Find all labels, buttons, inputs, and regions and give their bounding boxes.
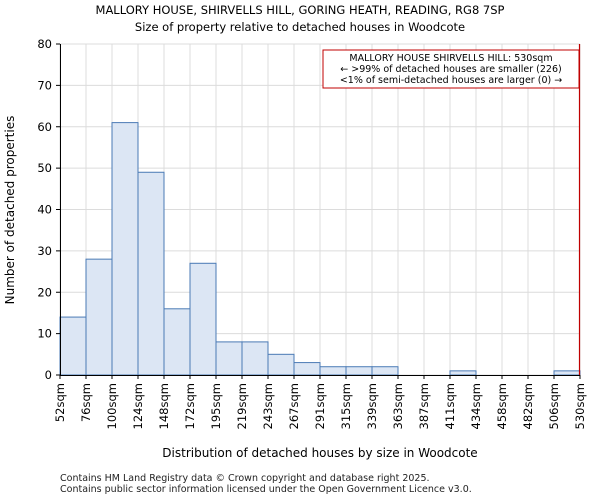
y-tick-label: 40	[37, 203, 52, 217]
x-tick-label: 243sqm	[261, 383, 275, 429]
annotation-line-3: <1% of semi-detached houses are larger (…	[340, 75, 562, 86]
chart-title: MALLORY HOUSE, SHIRVELLS HILL, GORING HE…	[96, 3, 505, 17]
y-tick-label: 50	[37, 161, 52, 175]
y-tick-label: 30	[37, 244, 52, 258]
x-tick-label: 434sqm	[469, 383, 483, 429]
x-tick-label: 387sqm	[417, 383, 431, 429]
bar	[319, 366, 347, 376]
y-tick-label: 20	[37, 285, 52, 299]
x-tick-label: 315sqm	[339, 383, 353, 429]
bar	[85, 258, 113, 376]
bar	[449, 370, 477, 376]
bar	[267, 353, 295, 376]
y-tick-label: 60	[37, 120, 52, 134]
bar	[137, 171, 165, 376]
bar	[111, 122, 139, 376]
footer-line-1: Contains HM Land Registry data © Crown c…	[60, 473, 430, 484]
x-tick-label: 195sqm	[209, 383, 223, 429]
annotation-line-1: MALLORY HOUSE SHIRVELLS HILL: 530sqm	[349, 53, 552, 64]
y-tick-label: 80	[37, 37, 52, 51]
bar	[59, 316, 87, 376]
x-tick-label: 530sqm	[573, 383, 587, 429]
annotation-box-border	[322, 49, 580, 89]
x-tick-label: 411sqm	[443, 383, 457, 429]
x-tick-label: 458sqm	[495, 383, 509, 429]
x-tick-label: 506sqm	[547, 383, 561, 429]
bar	[189, 262, 217, 376]
x-tick-label: 100sqm	[105, 383, 119, 429]
bar	[163, 308, 191, 376]
x-axis-label: Distribution of detached houses by size …	[162, 446, 477, 460]
x-tick-label: 172sqm	[183, 383, 197, 429]
x-ticks: 52sqm 76sqm 100sqm 124sqm 148sqm 172sqm 195sqm…	[53, 375, 587, 429]
bar	[215, 341, 243, 376]
chart-subtitle: Size of property relative to detached ho…	[135, 20, 465, 34]
bar	[371, 366, 399, 376]
x-tick-label: 339sqm	[365, 383, 379, 429]
bar	[293, 362, 321, 376]
x-tick-label: 148sqm	[157, 383, 171, 429]
bar	[345, 366, 373, 376]
annotation-line-2: ← >99% of detached houses are smaller (2…	[340, 64, 561, 75]
bar	[553, 370, 581, 376]
x-tick-label: 291sqm	[313, 383, 327, 429]
annotation-box: MALLORY HOUSE SHIRVELLS HILL: 530sqm ← >…	[322, 49, 580, 89]
y-tick-label: 0	[45, 368, 52, 382]
x-tick-label: 124sqm	[131, 383, 145, 429]
bar	[241, 341, 269, 376]
y-axis-label: Number of detached properties	[3, 116, 17, 305]
y-tick-label: 70	[37, 78, 52, 92]
x-tick-label: 267sqm	[287, 383, 301, 429]
x-tick-label: 219sqm	[235, 383, 249, 429]
y-ticks: 0 10 20 30 40 50 60 70 80	[37, 37, 60, 382]
bars	[59, 122, 581, 376]
x-tick-label: 482sqm	[521, 383, 535, 429]
x-tick-label: 363sqm	[391, 383, 405, 429]
x-tick-label: 76sqm	[79, 383, 93, 422]
y-tick-label: 10	[37, 327, 52, 341]
x-tick-label: 52sqm	[53, 383, 67, 422]
footer-line-2: Contains public sector information licen…	[60, 484, 472, 495]
